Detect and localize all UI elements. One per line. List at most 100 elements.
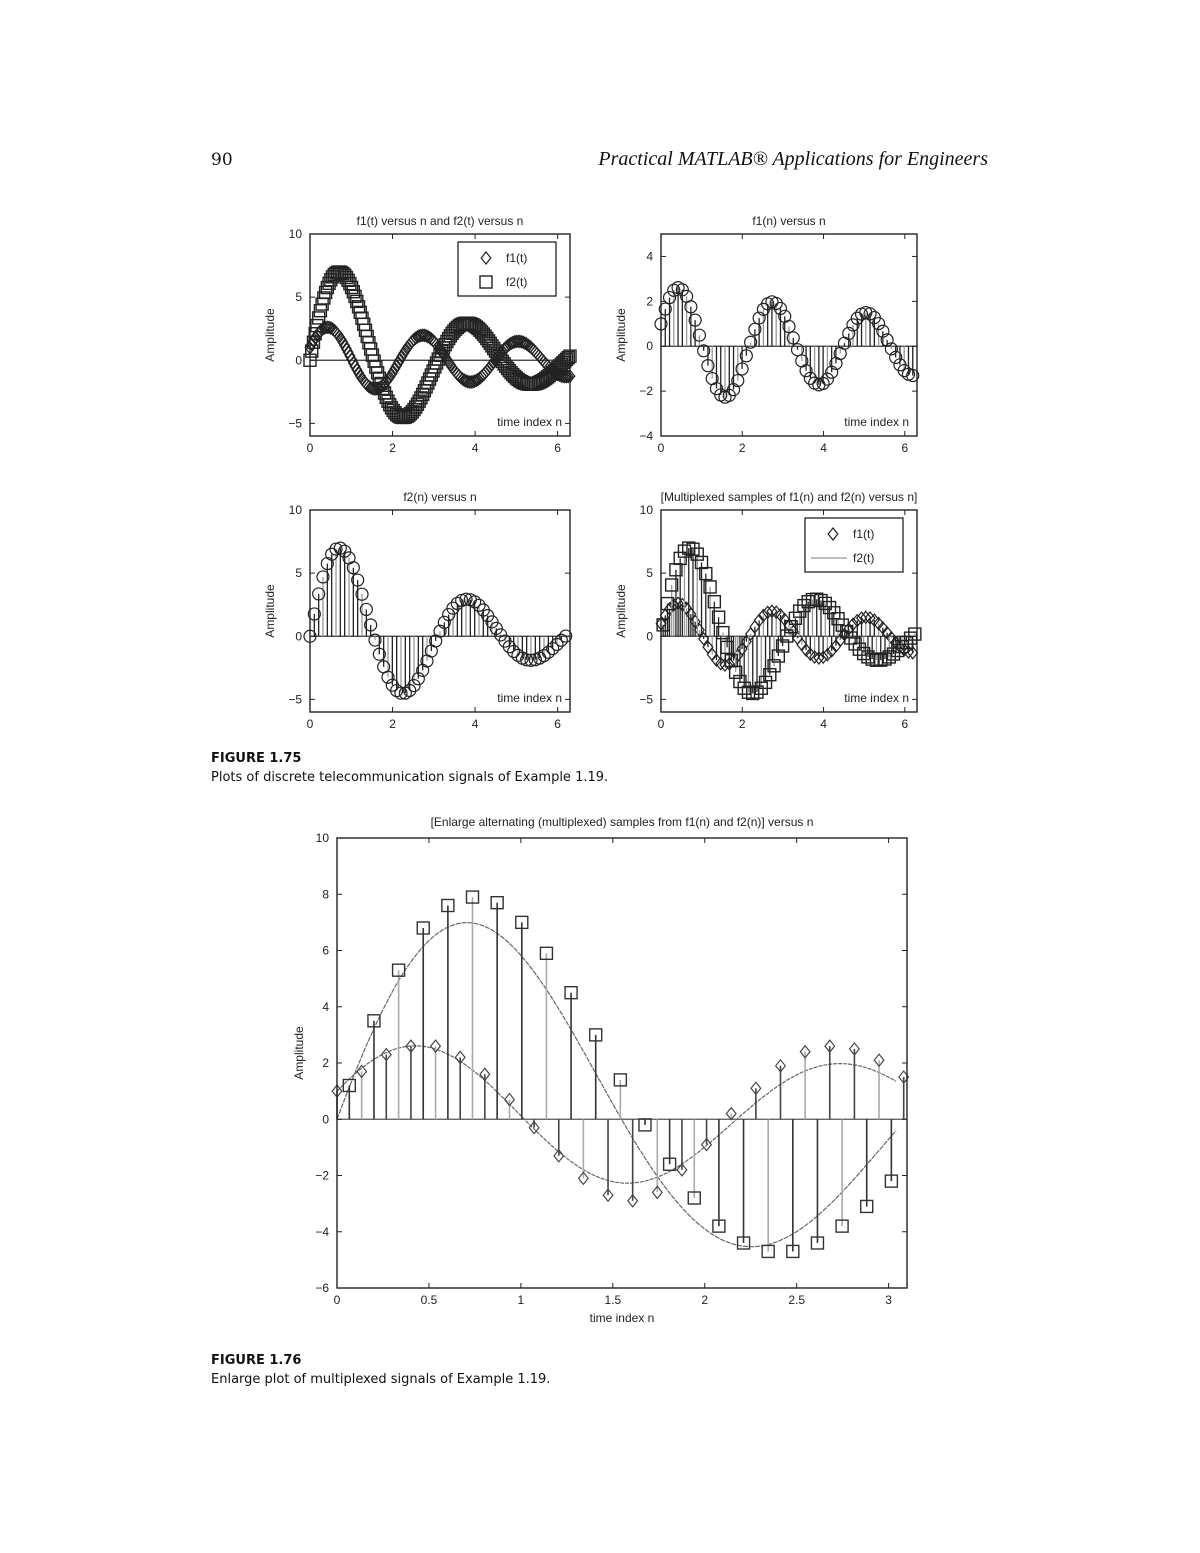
circle-marker <box>407 678 421 693</box>
circle-marker <box>769 296 783 311</box>
square-marker <box>367 1014 381 1028</box>
square-marker <box>564 985 578 1000</box>
y-axis-label: Amplitude <box>263 584 277 638</box>
circle-marker <box>701 359 715 373</box>
legend-box <box>457 241 557 297</box>
y-tick-label: −4 <box>315 1225 329 1239</box>
running-title: Practical MATLAB® Applications for Engin… <box>598 148 988 170</box>
square-marker <box>810 1236 825 1250</box>
diamond-marker <box>337 335 349 350</box>
circle-marker <box>880 333 894 347</box>
square-marker <box>878 652 892 666</box>
y-tick-label: 0 <box>322 1112 329 1126</box>
legend: f1(t) f2(t) <box>804 517 904 573</box>
square-marker <box>865 652 879 666</box>
diamond-marker <box>351 362 363 377</box>
square-marker <box>495 354 510 369</box>
circle-marker <box>312 587 326 601</box>
square-marker <box>822 600 837 615</box>
diamond-marker <box>672 596 684 611</box>
square-marker <box>400 409 414 424</box>
y-tick-label: −5 <box>288 416 302 430</box>
y-tick-label: 0 <box>295 353 302 367</box>
circle-marker <box>368 633 382 647</box>
square-marker <box>431 352 445 366</box>
circle-marker <box>816 376 830 391</box>
circle-marker <box>403 683 417 698</box>
square-marker <box>308 327 322 341</box>
square-marker <box>694 555 709 570</box>
square-marker <box>860 1199 874 1214</box>
chart-title: f1(n) versus n <box>752 214 825 228</box>
x-tick-label: 0 <box>658 441 665 455</box>
circle-marker <box>884 342 899 356</box>
square-marker <box>379 390 393 405</box>
diamond-marker <box>420 328 432 343</box>
square-marker <box>480 331 494 346</box>
square-marker <box>861 650 875 664</box>
x-tick-label: 0 <box>658 717 665 731</box>
x-tick-label: 0.5 <box>421 1293 438 1307</box>
square-marker <box>895 639 909 654</box>
legend-label: f1(t) <box>853 527 874 541</box>
square-marker <box>547 364 562 378</box>
diamond-marker <box>762 605 774 620</box>
square-marker <box>469 320 484 334</box>
diamond-marker <box>827 527 839 541</box>
x-tick-label: 2.5 <box>788 1293 805 1307</box>
circle-marker <box>381 670 395 684</box>
square-marker <box>372 371 387 385</box>
circle-marker <box>559 629 573 643</box>
square-marker <box>384 401 399 415</box>
square-marker <box>891 643 905 658</box>
circle-marker <box>524 653 538 667</box>
circle-marker <box>507 644 521 659</box>
y-tick-label: 6 <box>322 944 329 958</box>
x-tick-label: 6 <box>901 441 908 455</box>
circle-marker <box>662 290 677 305</box>
circle-marker <box>731 373 745 388</box>
diamond-marker <box>848 1041 860 1056</box>
square-marker <box>662 1157 677 1171</box>
circle-marker <box>842 326 856 341</box>
square-marker <box>589 1028 603 1042</box>
square-marker <box>835 1219 849 1233</box>
diamond-marker <box>479 1067 491 1082</box>
x-tick-label: 1 <box>518 1293 525 1307</box>
diamond-marker <box>394 352 406 367</box>
circle-marker <box>799 364 813 378</box>
diamond-marker <box>817 650 829 665</box>
square-marker <box>908 627 922 641</box>
figure-175-label: FIGURE 1.75 <box>211 751 302 766</box>
x-tick-label: 1.5 <box>604 1293 621 1307</box>
y-tick-label: 0 <box>295 629 302 643</box>
square-marker <box>416 921 430 935</box>
diamond-marker <box>902 645 915 659</box>
circle-marker <box>394 686 408 700</box>
square-marker <box>814 593 828 608</box>
square-marker <box>763 668 777 682</box>
circle-marker <box>520 653 534 667</box>
diamond-marker <box>553 1148 565 1163</box>
circle-marker <box>820 372 835 386</box>
square-marker <box>750 685 764 699</box>
square-marker <box>485 339 499 353</box>
circle-marker <box>329 542 343 556</box>
diamond-marker <box>809 650 821 664</box>
time-index-annotation: time index n <box>497 415 562 429</box>
diamond-marker <box>873 616 885 631</box>
diamond-marker <box>813 651 825 665</box>
circle-marker <box>338 544 352 558</box>
square-marker <box>483 336 497 351</box>
y-axis-label: Amplitude <box>614 584 628 638</box>
square-marker <box>818 596 832 611</box>
diamond-marker <box>774 1058 787 1073</box>
y-tick-label: 4 <box>322 1000 329 1014</box>
diamond-marker <box>389 361 401 376</box>
diamond-marker <box>385 367 398 382</box>
square-marker <box>716 625 730 640</box>
diamond-marker <box>693 623 705 638</box>
square-marker <box>613 1073 628 1087</box>
circle-marker <box>846 318 860 332</box>
y-tick-label: −2 <box>639 384 653 398</box>
